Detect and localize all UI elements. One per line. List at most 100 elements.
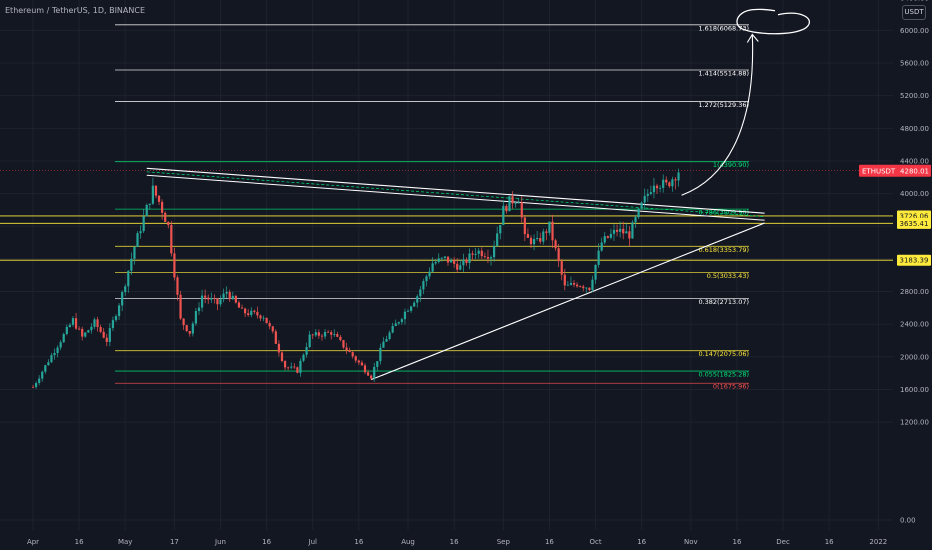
time-tick-label: 16 [825,538,834,546]
candle-down [81,328,84,337]
candle-up [84,332,87,337]
candle-up [65,326,68,335]
candle-up [299,360,302,373]
candle-up [474,253,477,255]
candle-up [373,366,376,379]
candle-up [200,295,204,308]
time-tick-label: 17 [170,538,179,546]
candle-down [78,328,81,330]
candle-up [591,279,594,291]
candle-down [157,195,161,202]
candle-down [161,201,164,213]
candle-up [403,311,407,320]
candle-up [652,185,656,193]
candle-up [646,193,649,196]
candle-down [655,185,659,189]
candle-up [496,233,499,247]
candle-up [431,263,434,272]
candle-up [41,371,44,379]
candle-up [640,202,643,209]
candle-up [59,342,62,348]
candle-up [130,258,133,271]
candle-up [68,324,71,327]
candle-down [173,253,176,278]
candle-down [244,308,247,314]
candle-down [357,360,360,363]
annotations [681,8,810,196]
time-tick-label: May [118,538,132,546]
price-axis[interactable]: 0.00 1200.00 1600.00 2000.00 2400.00 2800.00 3… [859,0,931,525]
candle-up [419,289,422,297]
candle-down [606,236,609,238]
candle-up [671,179,674,187]
candle-up [462,259,465,266]
candle-up [548,221,551,233]
candle-up [625,231,628,234]
candle-up [308,334,311,348]
candle-down [471,253,474,255]
candle-down [554,240,557,249]
candle-down [271,326,274,332]
candle-up [333,334,336,335]
candle-down [668,182,671,187]
candle-up [197,307,201,312]
candle-down [330,332,333,335]
candle-down [345,347,348,351]
currency-unit-badge[interactable]: USDT [902,5,926,20]
candle-up [262,317,265,319]
candle-down [31,386,35,388]
candle-up [231,295,234,300]
candle-down [572,283,576,285]
candle-up [585,287,588,289]
candle-up [388,332,391,339]
time-axis[interactable]: Apr 16 May 17 Jun 16 Jul 16 Aug 16 Sep 16 Oct 16 Nov 16… [27,538,887,546]
trendline-midline [146,171,765,218]
price-tick-label: 5600.00 [900,60,929,68]
time-tick-label: Jun [214,538,226,546]
price-tick-label: 0.00 [900,517,916,525]
candle-up [71,318,75,325]
fib-label: 0.382(2713.07) [698,298,749,306]
time-tick-label: 16 [75,538,84,546]
candle-down [674,179,677,181]
candle-down [465,259,468,263]
fib-label: 1.272(5129.36) [698,101,749,109]
candle-down [539,238,542,242]
candle-up [566,284,569,286]
current-price-tag [859,164,931,177]
candle-down [545,231,548,233]
candle-up [677,172,680,181]
candle-up [493,246,496,258]
candle-up [499,224,502,234]
fib-label: 1(4390.90) [713,161,749,169]
candle-up [142,216,145,232]
current-price-symbol: ETHUSDT [862,167,896,175]
candle-down [188,331,191,334]
candle-up [62,334,65,343]
level-tag-text: 3183.39 [900,257,929,265]
candle-up [323,331,327,337]
price-tick-label: 2800.00 [900,288,929,296]
candle-down [370,375,373,379]
candle-up [416,296,419,303]
symbol-title: Ethereum / TetherUS, 1D, BINANCE [5,6,146,15]
fib-label: 0.147(2075.06) [698,350,749,358]
candle-down [99,327,102,332]
candle-down [339,336,342,341]
candle-down [342,340,345,348]
candle-down [363,365,367,373]
candle-down [311,334,314,336]
time-tick-label: 16 [545,538,554,546]
candle-up [662,179,665,188]
candles [31,168,680,389]
candle-down [320,335,324,337]
fib-label: 1.618(6068.73) [698,24,749,32]
candle-up [382,341,385,348]
candle-up [139,231,142,234]
candle-up [603,236,606,243]
candle-down [280,352,284,362]
price-tick-label: 6000.00 [900,27,929,35]
fib-label: 0.786(3809.90) [698,209,749,217]
